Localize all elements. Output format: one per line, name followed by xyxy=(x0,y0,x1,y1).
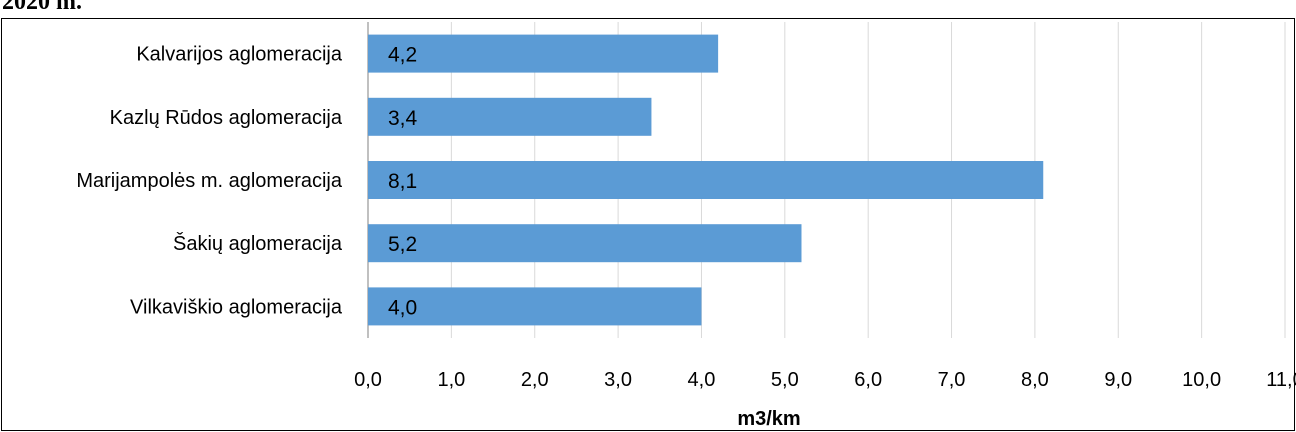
category-label-4: Šakių aglomeracija xyxy=(173,232,343,255)
bar-5 xyxy=(368,287,702,326)
chart-heading: 2020 m. xyxy=(2,0,82,15)
category-label-2: Kazlų Rūdos aglomeracija xyxy=(110,107,343,129)
x-tick-label-10: 10,0 xyxy=(1182,369,1221,391)
bar-4 xyxy=(368,224,802,263)
category-label-1: Kalvarijos aglomeracija xyxy=(136,44,343,66)
x-tick-label-4: 4,0 xyxy=(688,369,716,391)
x-tick-label-8: 8,0 xyxy=(1021,369,1049,391)
bar-value-label-3: 8,1 xyxy=(388,170,417,193)
category-label-3: Marijampolės m. aglomeracija xyxy=(76,170,343,192)
bar-value-label-2: 3,4 xyxy=(388,107,418,130)
bar-2 xyxy=(368,97,652,136)
x-tick-label-5: 5,0 xyxy=(771,369,799,391)
x-tick-label-2: 2,0 xyxy=(521,369,549,391)
category-label-5: Vilkaviškio aglomeracija xyxy=(130,296,343,318)
x-tick-label-7: 7,0 xyxy=(938,369,966,391)
bar-value-label-1: 4,2 xyxy=(388,44,417,67)
x-tick-label-11: 11,0 xyxy=(1266,369,1296,391)
x-tick-label-6: 6,0 xyxy=(854,369,882,391)
x-tick-label-0: 0,0 xyxy=(354,369,382,391)
bar-1 xyxy=(368,34,719,73)
x-tick-label-3: 3,0 xyxy=(604,369,632,391)
x-axis-title: m3/km xyxy=(737,408,800,430)
bar-value-label-5: 4,0 xyxy=(388,296,417,319)
bar-3 xyxy=(368,161,1044,199)
bar-value-label-4: 5,2 xyxy=(388,233,417,256)
x-tick-label-1: 1,0 xyxy=(437,369,465,391)
x-tick-label-9: 9,0 xyxy=(1104,369,1132,391)
